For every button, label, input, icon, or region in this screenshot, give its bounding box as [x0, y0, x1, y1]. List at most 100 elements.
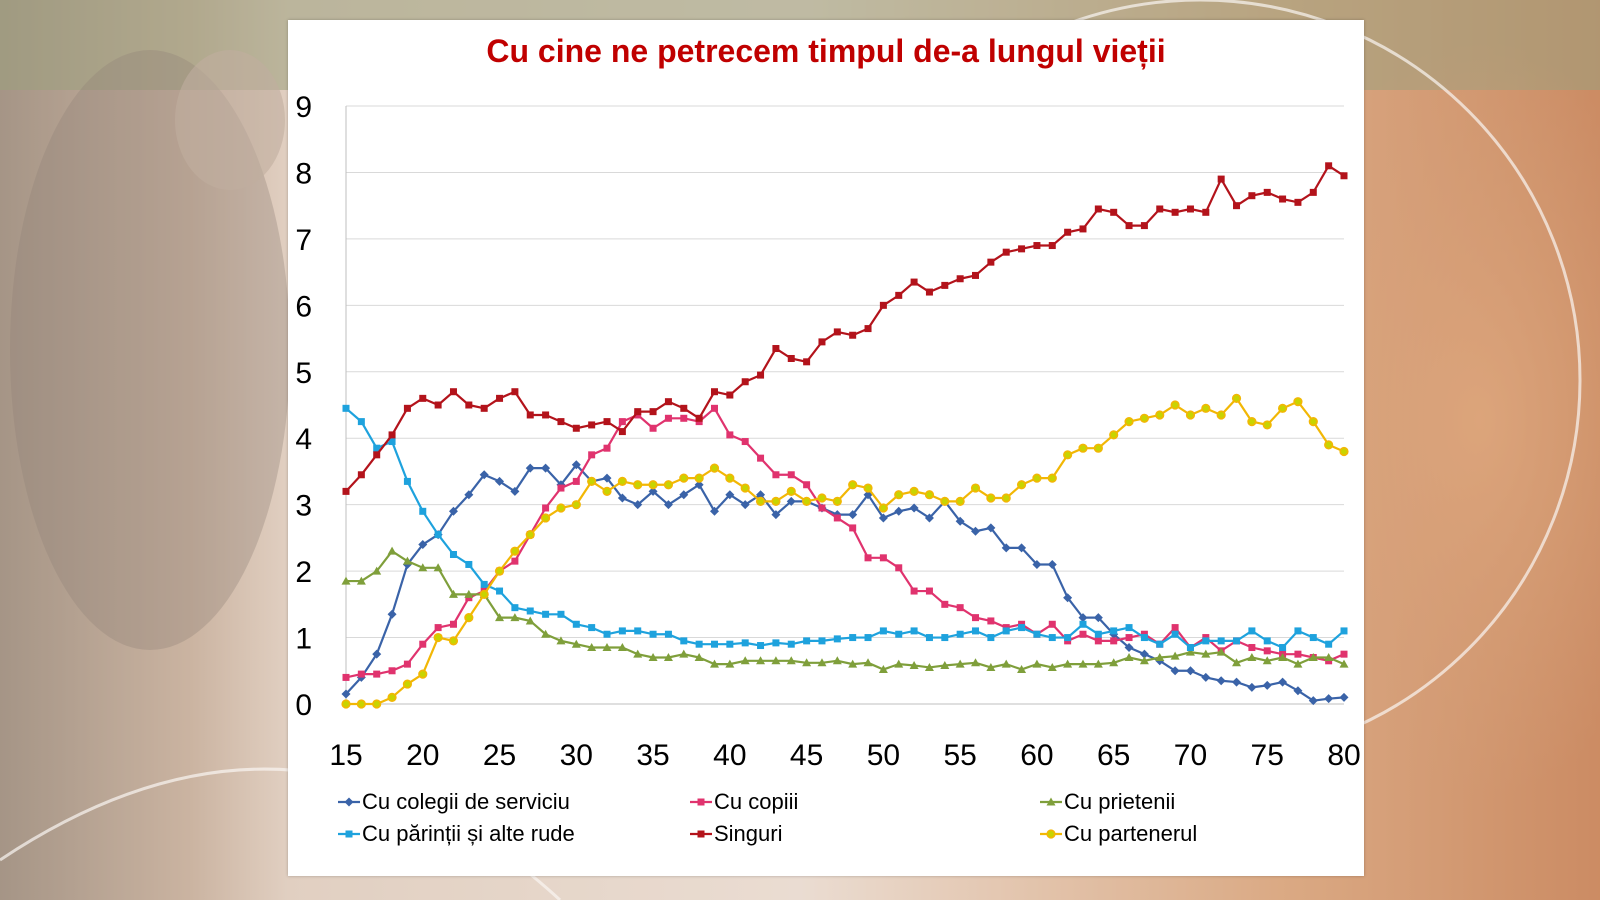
data-point-3-65 [1110, 627, 1118, 635]
data-point-0-30 [571, 460, 581, 470]
data-point-3-66 [1125, 624, 1133, 632]
legend-label-0: Cu colegii de serviciu [362, 789, 570, 814]
data-point-2-19 [402, 556, 412, 565]
data-point-3-30 [572, 620, 580, 628]
data-point-5-22 [448, 636, 459, 646]
data-point-4-35 [649, 408, 657, 416]
data-point-2-49 [863, 658, 873, 667]
data-point-4-29 [557, 418, 565, 426]
data-point-4-71 [1202, 208, 1210, 216]
data-point-2-72 [1216, 647, 1226, 656]
data-point-2-60 [1032, 659, 1042, 668]
data-point-0-41 [740, 500, 750, 510]
data-point-2-62 [1063, 659, 1073, 668]
data-point-3-53 [925, 634, 933, 642]
data-point-1-41 [741, 438, 749, 446]
data-point-2-36 [663, 652, 673, 661]
data-point-2-23 [464, 589, 474, 598]
x-tick-label-30: 30 [560, 739, 593, 772]
data-point-4-42 [757, 371, 765, 379]
y-tick-label-3: 3 [295, 490, 312, 523]
data-point-4-25 [496, 394, 504, 402]
data-point-1-48 [849, 524, 857, 532]
data-point-4-36 [664, 398, 672, 406]
data-point-5-41 [740, 483, 750, 493]
data-point-1-20 [419, 640, 427, 648]
data-point-4-38 [695, 414, 703, 422]
x-tick-label-60: 60 [1020, 739, 1053, 772]
data-point-1-42 [757, 454, 765, 462]
data-point-1-65 [1110, 637, 1118, 645]
data-point-4-74 [1248, 192, 1256, 200]
data-point-3-72 [1217, 637, 1225, 645]
chart-panel: Cu cine ne petrecem timpul de-a lungul v… [288, 20, 1364, 876]
data-point-4-20 [419, 394, 427, 402]
data-point-0-55 [955, 516, 965, 526]
data-point-3-51 [895, 630, 903, 638]
data-point-5-29 [556, 503, 566, 513]
data-point-3-79 [1325, 640, 1333, 648]
data-point-4-49 [864, 325, 872, 333]
data-point-4-69 [1171, 208, 1179, 216]
data-point-4-64 [1094, 205, 1102, 213]
data-point-1-43 [772, 471, 780, 479]
data-point-2-27 [525, 616, 535, 625]
data-point-2-58 [1001, 659, 1011, 668]
x-axis-ticks: 15 20 25 30 35 40 45 50 55 60 65 70 75 80 [329, 739, 1360, 772]
data-point-5-75 [1262, 420, 1272, 430]
data-point-2-40 [725, 659, 735, 668]
data-point-4-34 [634, 408, 642, 416]
data-point-3-56 [972, 627, 980, 635]
data-point-2-80 [1339, 659, 1349, 668]
data-point-3-52 [910, 627, 918, 635]
data-point-0-50 [878, 513, 888, 523]
data-point-3-21 [434, 531, 442, 539]
data-point-0-73 [1232, 677, 1242, 687]
series-4 [342, 162, 1348, 495]
data-point-2-48 [848, 659, 858, 668]
x-tick-label-70: 70 [1174, 739, 1207, 772]
data-point-2-37 [679, 649, 689, 658]
y-tick-label-5: 5 [295, 357, 312, 390]
data-point-5-67 [1139, 413, 1150, 423]
data-point-1-69 [1171, 624, 1179, 632]
data-point-0-38 [694, 480, 704, 490]
data-point-0-75 [1262, 680, 1272, 690]
data-point-4-66 [1125, 222, 1133, 230]
data-point-4-22 [449, 388, 457, 396]
data-point-1-49 [864, 554, 872, 562]
data-point-2-65 [1109, 658, 1119, 667]
data-point-0-44 [786, 496, 796, 506]
legend-label-3: Cu părinții și alte rude [362, 821, 575, 846]
data-point-2-42 [756, 656, 766, 665]
data-point-4-16 [357, 471, 365, 479]
data-point-0-57 [986, 523, 996, 533]
data-point-5-50 [878, 503, 888, 513]
data-point-5-48 [848, 480, 858, 490]
data-point-3-41 [741, 639, 749, 647]
data-point-2-16 [356, 576, 366, 585]
data-point-3-44 [787, 640, 795, 648]
data-point-3-37 [680, 637, 688, 645]
legend-marker-3 [345, 830, 353, 838]
y-tick-label-9: 9 [295, 91, 312, 124]
data-point-0-56 [971, 526, 981, 536]
data-point-3-24 [480, 580, 488, 588]
data-point-2-34 [633, 649, 643, 658]
data-point-4-44 [787, 354, 795, 362]
data-point-4-55 [956, 275, 964, 283]
y-tick-label-2: 2 [295, 556, 312, 589]
data-point-4-31 [588, 421, 596, 429]
data-point-0-60 [1032, 559, 1042, 569]
data-point-0-40 [725, 490, 735, 500]
data-point-5-51 [894, 490, 904, 500]
data-point-2-79 [1324, 652, 1334, 661]
data-point-0-66 [1124, 643, 1134, 653]
data-point-4-21 [434, 401, 442, 409]
data-point-5-21 [433, 632, 443, 643]
chart-title: Cu cine ne petrecem timpul de-a lungul v… [486, 33, 1165, 69]
data-point-2-31 [587, 643, 597, 652]
data-point-4-19 [403, 404, 411, 412]
data-point-4-32 [603, 418, 611, 426]
data-point-2-39 [709, 659, 719, 668]
